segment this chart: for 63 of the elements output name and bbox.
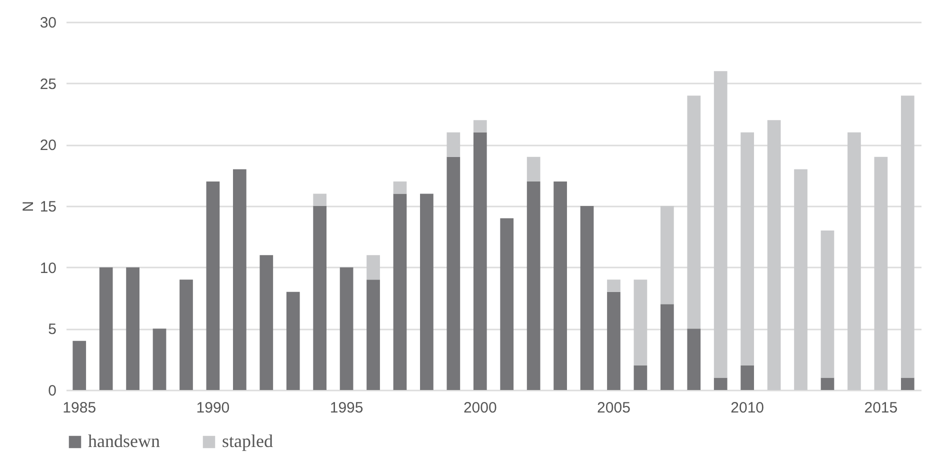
x-tick-label: 2015 [864, 400, 898, 416]
x-tick-label: 1995 [330, 400, 364, 416]
bar [232, 169, 246, 390]
bar [554, 181, 567, 390]
bar [820, 230, 834, 378]
bar [848, 132, 861, 390]
legend-label: handsewn [88, 431, 160, 451]
y-tick-label: 0 [48, 382, 56, 400]
bar [180, 280, 193, 390]
bar [634, 280, 648, 366]
bar [687, 96, 701, 329]
bar [340, 267, 354, 390]
bar [714, 71, 728, 378]
bar [286, 292, 300, 390]
bar [794, 169, 808, 390]
bar [634, 365, 648, 390]
bar [900, 96, 914, 378]
legend-label: stapled [222, 431, 273, 451]
bar [152, 328, 166, 390]
bar [900, 378, 914, 390]
bar [714, 378, 728, 390]
y-tick-label: 25 [40, 76, 56, 93]
bar [313, 206, 327, 390]
bar [446, 132, 460, 157]
bar [72, 340, 86, 390]
bar [500, 218, 514, 390]
bar [206, 181, 220, 390]
bar [393, 194, 407, 390]
bar [473, 132, 487, 390]
y-tick-label: 30 [40, 14, 56, 32]
bar [260, 255, 274, 390]
x-tick-label: 2005 [597, 400, 630, 416]
bar [740, 132, 754, 366]
bar [99, 267, 113, 390]
bar [874, 156, 888, 390]
bar [526, 181, 540, 390]
bar [660, 304, 674, 390]
y-tick-label: 15 [40, 198, 56, 216]
y-tick-label: 10 [40, 260, 56, 277]
bar [126, 267, 140, 390]
x-tick-label: 2000 [463, 400, 497, 416]
bar [446, 156, 460, 390]
x-tick-label: 1990 [196, 400, 230, 416]
bar [767, 120, 781, 390]
bar [313, 194, 327, 206]
bar [580, 206, 594, 390]
bar [607, 280, 620, 292]
bar [393, 181, 407, 194]
bar [820, 378, 834, 390]
bar [607, 292, 620, 390]
x-tick-label: 1985 [62, 400, 96, 416]
bar [740, 365, 754, 390]
y-tick-label: 5 [48, 321, 56, 338]
bar [473, 120, 487, 132]
bar [526, 156, 540, 182]
y-axis-title: N [20, 201, 37, 212]
bar [687, 328, 701, 390]
bar [366, 255, 380, 280]
x-tick-label: 2010 [730, 400, 764, 416]
bar [660, 206, 674, 304]
bar [366, 280, 380, 390]
y-tick-label: 20 [40, 137, 56, 154]
bar [420, 194, 434, 390]
